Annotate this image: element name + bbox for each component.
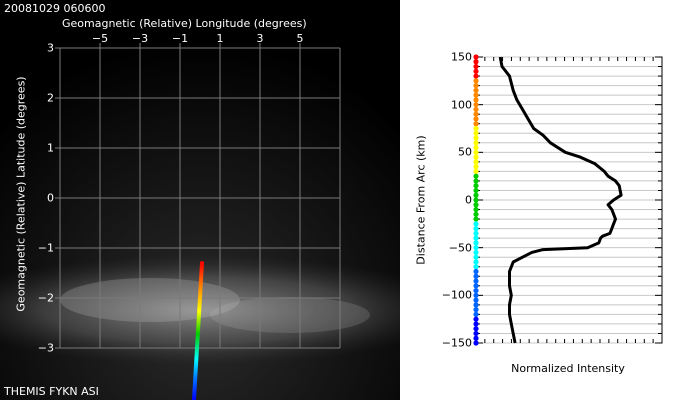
profile-grid — [476, 56, 662, 344]
colorbar-dot — [473, 83, 479, 89]
timestamp: 20081029 060600 — [4, 2, 106, 15]
colorbar-dot — [473, 340, 479, 346]
colorbar-dot — [473, 311, 479, 317]
profile-y-tick-label: 100 — [451, 98, 472, 112]
colorbar-dot — [473, 87, 479, 93]
colorbar-dot — [473, 168, 479, 174]
colorbar-dot — [473, 335, 479, 341]
source-label: THEMIS FYKN ASI — [4, 385, 99, 398]
colorbar-dot — [473, 68, 479, 74]
y-axis-label: Geomagnetic (Relative) Latitude (degrees… — [14, 76, 28, 312]
colorbar-dot — [473, 245, 479, 251]
colorbar-dot — [473, 63, 479, 70]
colorbar-dot — [473, 287, 479, 294]
colorbar-dot — [473, 326, 479, 332]
colorbar-dot — [473, 292, 479, 298]
colorbar-dot — [473, 259, 479, 265]
colorbar-dot — [473, 273, 479, 279]
colorbar-dot — [473, 321, 479, 327]
colorbar-dot — [473, 187, 479, 194]
profile-y-tick-label: 0 — [465, 193, 472, 207]
x-axis-label: Geomagnetic (Relative) Longitude (degree… — [62, 17, 307, 30]
profile-y-tick-label: −150 — [441, 336, 472, 350]
colorbar-dot — [473, 297, 479, 303]
colorbar-dot — [473, 178, 479, 184]
aurora-band-bright — [60, 278, 240, 322]
y-tick-label: 1 — [47, 141, 54, 155]
y-tick-label: −3 — [37, 341, 54, 355]
x-tick-label: 3 — [256, 32, 264, 45]
colorbar-dot — [473, 202, 479, 208]
colorbar-dot — [473, 216, 479, 222]
colorbar-dot — [473, 173, 479, 179]
aurora-band-bright-east — [210, 297, 370, 333]
colorbar-dot — [473, 121, 479, 127]
colorbar-dot — [473, 316, 479, 322]
intensity-profile-chart — [473, 54, 663, 346]
colorbar-dot — [473, 230, 479, 236]
intensity-profile-line — [498, 56, 623, 344]
colorbar-dot — [473, 59, 479, 65]
x-tick-label: 1 — [216, 32, 224, 45]
x-tick-label: −1 — [171, 32, 189, 45]
colorbar-dot — [473, 135, 479, 141]
axis-ticks — [55, 43, 301, 349]
colorbar-dot — [473, 154, 479, 160]
aurora-image-svg — [0, 0, 400, 400]
arc-line — [191, 261, 204, 400]
profile-x-axis-label: Normalized Intensity — [511, 362, 625, 375]
colorbar-dot — [473, 211, 479, 217]
colorbar-dot — [473, 116, 479, 122]
y-tick-label: −2 — [37, 291, 54, 305]
colorbar-dot — [473, 307, 479, 313]
colorbar-dot — [473, 92, 479, 98]
colorbar-dot — [473, 302, 479, 308]
colorbar-dot — [473, 149, 479, 155]
colorbar-dot — [473, 268, 479, 275]
colorbar-dot — [473, 54, 479, 60]
y-tick-label: −1 — [37, 241, 54, 255]
colorbar-dot — [473, 197, 479, 203]
x-tick-label: 5 — [296, 32, 304, 45]
x-tick-label: −5 — [91, 32, 109, 45]
colorbar-dot — [473, 111, 479, 117]
colorbar-dot — [473, 283, 479, 289]
colorbar-dot — [473, 97, 479, 103]
profile-y-tick-label: 50 — [458, 145, 472, 159]
colorbar-dot — [473, 130, 479, 136]
colorbar-dot — [473, 78, 479, 84]
profile-y-tick-label: 150 — [451, 50, 472, 64]
y-tick-label: 2 — [47, 91, 54, 105]
colorbar-dot — [473, 102, 479, 108]
colorbar-dot — [473, 235, 479, 241]
arc-line-segment — [191, 261, 204, 400]
profile-y-tick-label: −100 — [441, 288, 472, 302]
colorbar-dot — [473, 249, 479, 256]
colorbar-dot — [473, 221, 479, 227]
aurora-image-panel: 20081029 060600 Geomagnetic (Relative) L… — [0, 0, 400, 400]
colorbar-dot — [473, 144, 479, 151]
colorbar-dot — [473, 240, 479, 246]
profile-y-axis-label: Distance From Arc (km) — [414, 135, 428, 265]
y-tick-label: 3 — [47, 41, 54, 55]
profile-y-tick-label: −50 — [448, 241, 472, 255]
colorbar-dot — [473, 159, 479, 165]
colorbar-dot — [473, 278, 479, 284]
y-tick-label: 0 — [47, 191, 54, 205]
colorbar-dot — [473, 106, 479, 113]
colorbar-dot — [473, 140, 479, 146]
colorbar-dot — [473, 264, 479, 270]
colorbar-dot — [473, 330, 479, 337]
colorbar-dot — [473, 183, 479, 189]
colorbar-dot — [473, 254, 479, 260]
colorbar-dot — [473, 164, 479, 170]
colorbar-dot — [473, 226, 479, 232]
colorbar-dot — [473, 73, 479, 79]
distance-colorbar — [473, 54, 479, 346]
colorbar-dot — [473, 125, 479, 132]
x-tick-label: −3 — [131, 32, 149, 45]
colorbar-dot — [473, 206, 479, 213]
colorbar-dot — [473, 192, 479, 198]
